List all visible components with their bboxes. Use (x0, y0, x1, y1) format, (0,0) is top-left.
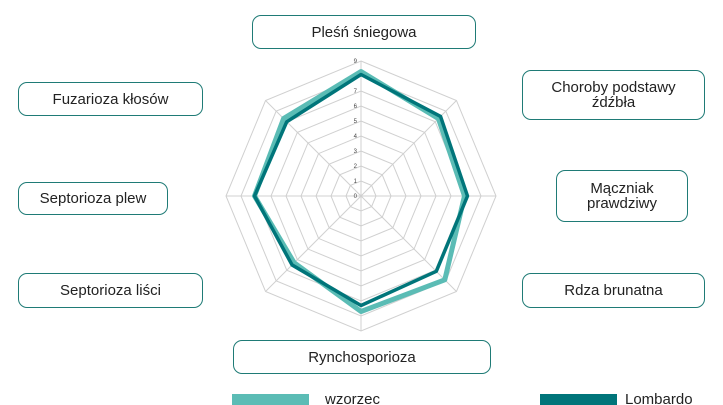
r-tick-label: 6 (354, 104, 358, 110)
r-tick-label: 0 (354, 194, 358, 200)
r-tick-label: 4 (354, 134, 358, 140)
legend-label: wzorzec (324, 391, 381, 405)
legend-swatch (540, 394, 617, 405)
category-label: Fuzarioza kłosów (18, 82, 203, 116)
spoke (360, 195, 457, 292)
series-line (252, 69, 467, 314)
r-tick-label: 2 (354, 164, 358, 170)
spoke (265, 195, 362, 292)
series-line (252, 72, 470, 308)
r-tick-label: 5 (354, 119, 358, 125)
category-label: Choroby podstawy źdźbła (522, 70, 705, 120)
spoke (360, 100, 457, 197)
spoke (265, 100, 362, 197)
r-tick-label: 1 (354, 179, 358, 185)
category-label: Septorioza plew (18, 182, 168, 215)
r-tick-label: 9 (354, 59, 358, 65)
legend-swatch (232, 394, 309, 405)
category-label: Mączniak prawdziwy (556, 170, 688, 222)
category-label: Rdza brunatna (522, 273, 705, 308)
r-tick-label: 7 (354, 89, 358, 95)
category-label: Rynchosporioza (233, 340, 491, 374)
r-tick-label: 3 (354, 149, 358, 155)
legend-label: Lombardo (625, 391, 693, 405)
category-label: Septorioza liści (18, 273, 203, 308)
category-label: Pleśń śniegowa (252, 15, 476, 49)
